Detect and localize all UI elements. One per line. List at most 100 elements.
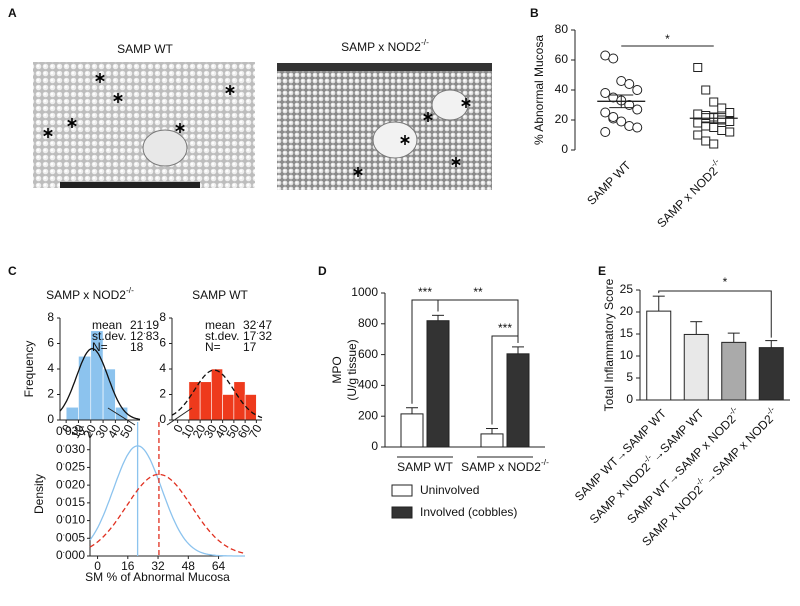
data-point xyxy=(717,126,727,135)
data-point xyxy=(608,112,619,122)
panel-a: SAMP WT SAMP x NOD2-/- xyxy=(33,37,492,190)
y-tick-label: 0 xyxy=(159,412,166,426)
histogram-bar xyxy=(188,381,201,421)
x-tick-label: 30 xyxy=(93,422,112,441)
histogram-bar xyxy=(222,394,235,421)
data-point xyxy=(725,108,735,117)
fit-curve xyxy=(59,347,141,420)
significance-label: *** xyxy=(498,321,512,335)
asterisk xyxy=(175,124,185,132)
legend-label: Uninvolved xyxy=(420,483,479,497)
x-tick-label: 40 xyxy=(105,422,124,441)
connector xyxy=(166,407,193,426)
data-point xyxy=(600,107,611,118)
stat-label: mean xyxy=(205,318,235,332)
legend-label: Involved (cobbles) xyxy=(420,505,517,519)
axis-frame xyxy=(89,432,245,557)
data-point xyxy=(709,123,719,132)
data-point xyxy=(725,117,735,126)
data-point xyxy=(693,63,703,72)
fit-curve xyxy=(171,369,263,419)
image-label: SAMP x NOD2-/- xyxy=(341,37,429,54)
density-curve xyxy=(89,473,246,555)
stat-value: 12.83 xyxy=(130,326,159,343)
micrograph-edge xyxy=(60,182,200,188)
x-tick-label: 10 xyxy=(178,422,197,441)
y-tick-label: 6 xyxy=(159,336,166,350)
data-point xyxy=(616,116,627,127)
bar xyxy=(758,347,784,401)
y-tick-label: 0.005 xyxy=(56,528,85,545)
y-tick-label: 0.015 xyxy=(56,492,85,509)
micrograph xyxy=(33,62,255,188)
data-point xyxy=(632,85,643,95)
y-tick-label: 6 xyxy=(47,336,54,350)
y-tick-label: 2 xyxy=(159,387,166,401)
image-label: SAMP WT xyxy=(117,42,173,56)
x-tick-label: 30 xyxy=(201,422,220,441)
y-tick-label: 0 xyxy=(47,412,54,426)
bar xyxy=(683,333,709,401)
data-point xyxy=(709,97,719,107)
y-tick-label: 0.020 xyxy=(56,474,85,491)
data-point xyxy=(725,127,735,137)
data-point xyxy=(717,103,727,113)
lesion xyxy=(142,129,188,167)
stat-label: st.dev. xyxy=(92,329,126,343)
y-tick-label: 4 xyxy=(159,361,166,375)
data-point xyxy=(624,79,635,89)
y-axis-label: Total Inflammatory Score xyxy=(602,278,616,411)
y-tick-label: 0.000 xyxy=(56,545,85,562)
y-axis-label: Frequency xyxy=(22,341,36,398)
x-tick-label: 70 xyxy=(246,422,265,441)
stat-label: mean xyxy=(92,318,122,332)
significance-label: ** xyxy=(473,285,483,299)
stat-value: 32.47 xyxy=(243,315,272,332)
y-tick-label: 200 xyxy=(358,408,378,422)
stat-label: N= xyxy=(205,340,221,354)
y-axis-label: Density xyxy=(32,474,46,514)
histogram-bar xyxy=(65,406,79,421)
asterisk xyxy=(67,119,77,127)
panel-label: D xyxy=(318,264,327,278)
y-axis-label: (U/g tissue) xyxy=(345,339,359,400)
y-tick-label: 800 xyxy=(358,316,378,330)
y-tick-label: 0 xyxy=(626,392,633,406)
histogram-bar xyxy=(211,368,223,421)
stat-label: N= xyxy=(92,340,108,354)
y-axis-label: MPO xyxy=(330,356,344,383)
stat-value: 18 xyxy=(130,340,144,354)
x-tick-label: 10 xyxy=(68,422,87,441)
data-point xyxy=(624,121,635,131)
bar xyxy=(646,310,672,401)
chart-title: SAMP x NOD2-/- xyxy=(46,285,134,302)
y-tick-label: 10 xyxy=(620,348,634,362)
y-tick-label: 4 xyxy=(47,361,54,375)
x-axis-label: SM % of Abnormal Mucosa xyxy=(85,570,230,584)
x-tick-label: 20 xyxy=(190,422,209,441)
significance-bracket xyxy=(437,299,519,343)
asterisk xyxy=(353,168,363,176)
y-tick-label: 25 xyxy=(620,282,634,296)
stat-value: 21.19 xyxy=(130,315,159,332)
y-tick-label: 15 xyxy=(620,326,634,340)
data-point xyxy=(701,85,711,95)
x-tick-label: 0 xyxy=(94,559,101,573)
bar xyxy=(400,413,424,448)
chart-title: SAMP WT xyxy=(192,288,248,302)
y-tick-label: 20 xyxy=(555,112,569,126)
x-tick-label: 50 xyxy=(117,422,136,441)
asterisk xyxy=(451,158,461,166)
bar xyxy=(721,341,747,401)
data-point xyxy=(600,127,611,137)
data-point xyxy=(632,122,643,133)
significance-label: *** xyxy=(418,285,432,299)
y-tick-label: 0.030 xyxy=(56,439,85,456)
x-tick-label: SAMP x NOD2-/- xyxy=(652,156,726,230)
y-tick-label: 1000 xyxy=(351,285,378,299)
asterisk xyxy=(461,99,471,107)
histogram-bar xyxy=(233,381,246,421)
panel-label: E xyxy=(598,264,606,278)
y-tick-label: 5 xyxy=(626,370,633,384)
data-point xyxy=(693,118,703,128)
